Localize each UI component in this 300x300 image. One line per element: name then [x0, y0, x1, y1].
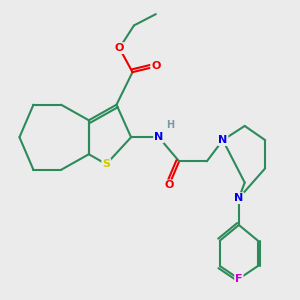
Text: F: F	[235, 274, 243, 284]
Text: O: O	[164, 180, 174, 190]
Text: N: N	[154, 132, 164, 142]
Text: H: H	[166, 120, 174, 130]
Text: O: O	[151, 61, 160, 71]
Text: S: S	[102, 159, 110, 169]
Text: O: O	[115, 43, 124, 53]
Text: N: N	[218, 135, 227, 145]
Text: N: N	[234, 193, 244, 203]
